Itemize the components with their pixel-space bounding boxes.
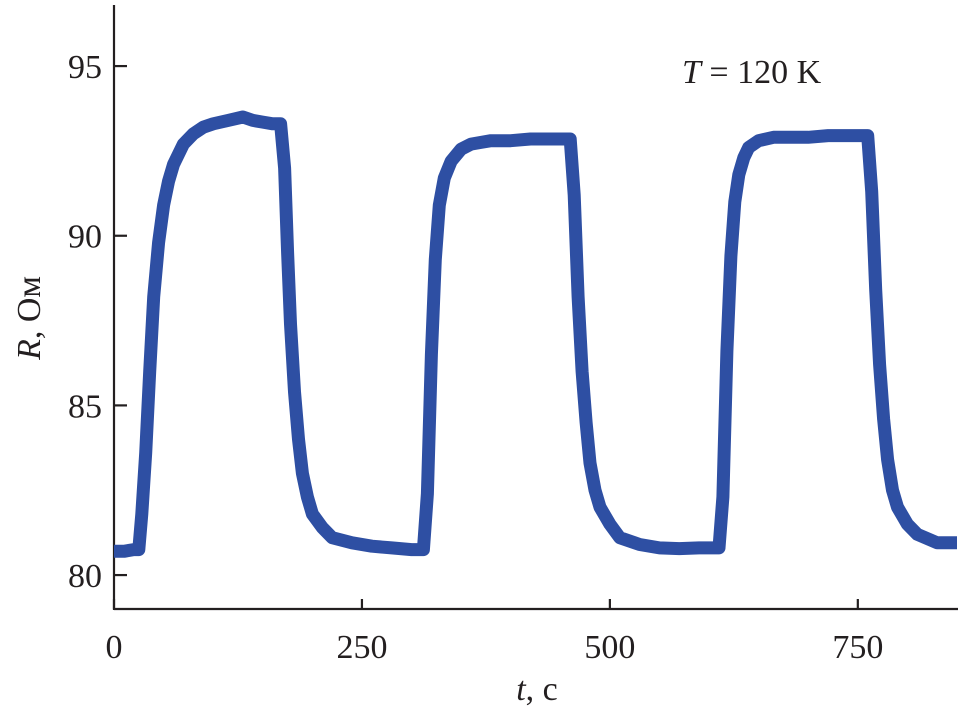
axes xyxy=(112,5,958,611)
y-tick-label: 95 xyxy=(68,49,102,86)
series xyxy=(114,110,957,558)
x-axis-label: t, с xyxy=(516,671,558,708)
y-ticks: 80 85 90 95 xyxy=(68,49,127,595)
x-ticks: 0 250 500 750 xyxy=(106,599,883,666)
x-tick-label: 750 xyxy=(832,629,883,666)
x-tick-label: 500 xyxy=(584,629,635,666)
x-tick-label: 0 xyxy=(106,629,123,666)
temperature-annotation: T = 120 K xyxy=(682,54,822,91)
y-tick-label: 85 xyxy=(68,388,102,425)
series-line-resistance xyxy=(114,110,957,558)
x-tick-label: 250 xyxy=(336,629,387,666)
y-axis-label: R, Ом xyxy=(11,276,48,361)
y-tick-label: 90 xyxy=(68,219,102,256)
y-tick-label: 80 xyxy=(68,558,102,595)
